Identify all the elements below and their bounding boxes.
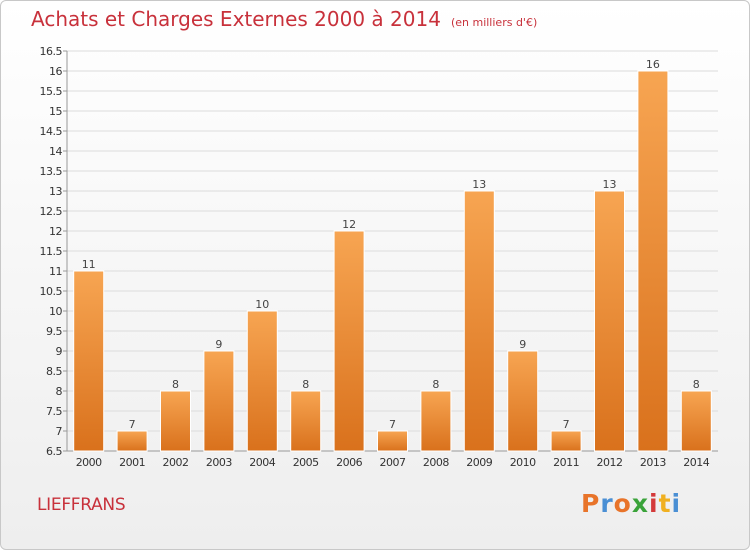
logo-letter: i (671, 489, 682, 518)
y-tick-label: 8 (56, 385, 63, 398)
bar (116, 430, 148, 452)
y-tick-label: 7 (56, 425, 63, 438)
y-tick-label: 12 (49, 225, 62, 238)
x-tick-label: 2004 (249, 456, 275, 469)
bar-value-label: 16 (646, 58, 660, 71)
y-tick-label: 7.5 (46, 405, 62, 418)
y-tick-label: 14 (49, 145, 62, 158)
bar-value-label: 7 (563, 418, 570, 431)
bar-value-label: 13 (472, 178, 486, 191)
x-tick-label: 2009 (466, 456, 492, 469)
bar (377, 430, 408, 452)
y-tick-label: 8.5 (46, 365, 62, 378)
place-name: LIEFFRANS (37, 495, 126, 515)
bar (333, 230, 365, 452)
bar (203, 350, 235, 452)
bar-value-label: 7 (389, 418, 396, 431)
x-tick-label: 2014 (683, 456, 709, 469)
bar-value-label: 9 (519, 338, 526, 351)
bar-value-label: 8 (302, 378, 309, 391)
y-tick-label: 10 (49, 305, 62, 318)
chart-title-text: Achats et Charges Externes 2000 à 2014 (31, 7, 441, 31)
bar (507, 350, 539, 452)
y-tick-label: 10.5 (40, 285, 63, 298)
y-tick-label: 9.5 (46, 325, 62, 338)
bar (550, 430, 582, 452)
chart-unit: (en milliers d'€) (450, 16, 538, 29)
logo-letter: x (631, 489, 649, 518)
x-tick-label: 2011 (553, 456, 579, 469)
bar (680, 390, 712, 452)
bar (594, 190, 625, 452)
logo-letter: o (613, 489, 632, 518)
x-tick-label: 2001 (119, 456, 145, 469)
y-tick-label: 15.5 (40, 85, 63, 98)
x-tick-label: 2008 (423, 456, 449, 469)
y-tick-label: 11 (49, 265, 62, 278)
y-tick-label: 13 (49, 185, 62, 198)
bar (160, 390, 191, 452)
y-tick-label: 13.5 (40, 165, 63, 178)
x-tick-label: 2013 (640, 456, 666, 469)
logo-letter: r (600, 489, 614, 518)
bar (73, 270, 105, 452)
bar (246, 310, 278, 452)
y-tick-label: 15 (49, 105, 62, 118)
x-tick-label: 2002 (163, 456, 189, 469)
bar-value-label: 10 (255, 298, 269, 311)
logo-letter: i (649, 489, 659, 518)
proxiti-logo: Proxiti (581, 489, 681, 518)
bar (290, 390, 322, 452)
logo-letter: P (581, 489, 601, 518)
y-tick-label: 14.5 (40, 125, 63, 138)
bar-value-label: 9 (215, 338, 222, 351)
bar (463, 190, 495, 452)
x-tick-label: 2005 (293, 456, 319, 469)
bar-value-label: 7 (129, 418, 136, 431)
y-tick-label: 16 (49, 65, 62, 78)
bar-value-label: 11 (82, 258, 96, 271)
x-tick-label: 2010 (510, 456, 536, 469)
x-tick-label: 2006 (336, 456, 362, 469)
bar (420, 390, 452, 452)
y-tick-label: 16.5 (40, 45, 63, 58)
bar-value-label: 8 (693, 378, 700, 391)
bar-value-label: 12 (342, 218, 356, 231)
y-tick-label: 6.5 (46, 445, 62, 458)
bar-value-label: 8 (432, 378, 439, 391)
y-tick-label: 9 (56, 345, 63, 358)
bar-value-label: 8 (172, 378, 179, 391)
x-tick-label: 2012 (597, 456, 623, 469)
logo-letter: t (658, 489, 672, 518)
y-tick-label: 11.5 (40, 245, 63, 258)
x-tick-label: 2003 (206, 456, 232, 469)
bar-value-label: 13 (603, 178, 617, 191)
chart-title: Achats et Charges Externes 2000 à 2014 (e… (31, 7, 537, 31)
x-tick-label: 2000 (76, 456, 102, 469)
bar (637, 70, 669, 452)
x-tick-label: 2007 (380, 456, 406, 469)
y-tick-label: 12.5 (40, 205, 63, 218)
